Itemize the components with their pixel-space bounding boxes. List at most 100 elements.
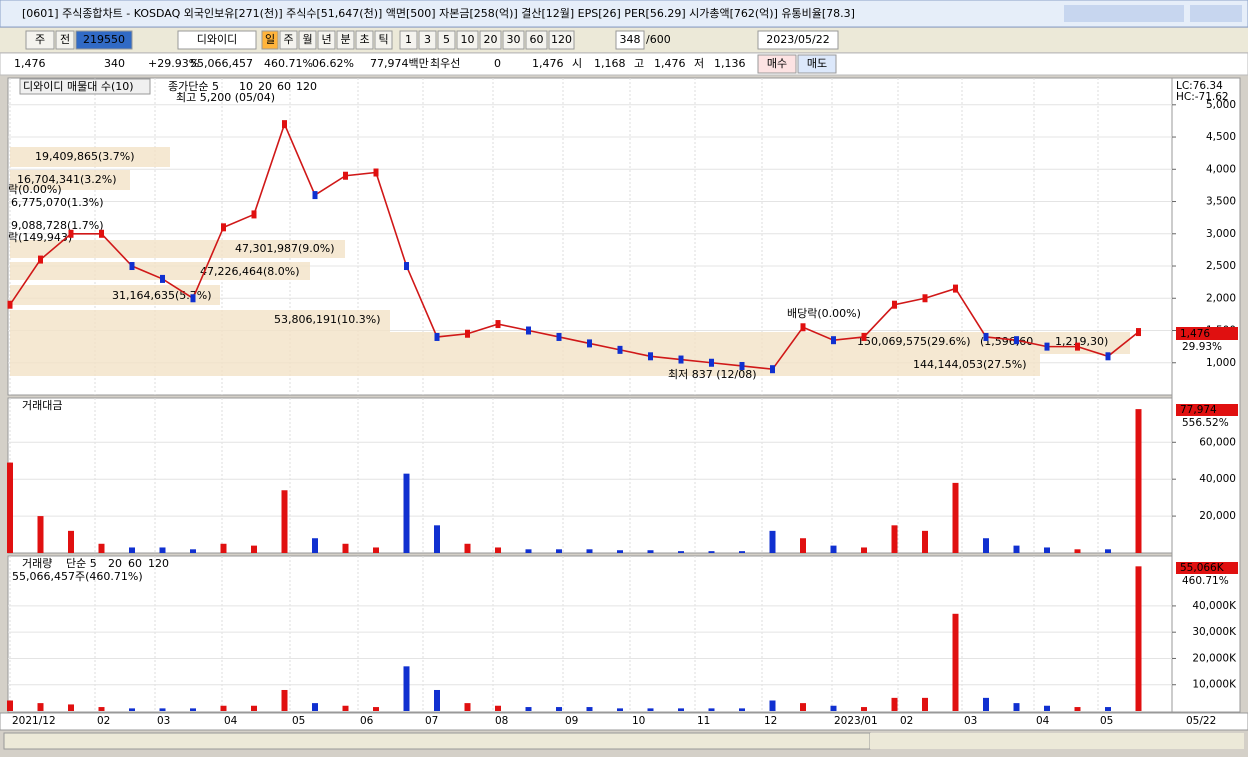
last-price: 1,476 — [1180, 328, 1210, 340]
candle — [739, 361, 745, 370]
candle — [99, 229, 104, 238]
interval: 일 — [265, 32, 275, 46]
bar — [251, 705, 257, 711]
annotation: 47,226,464(8.0%) — [200, 265, 300, 278]
count-btn[interactable] — [615, 30, 645, 50]
annotation: 락(0.00%) — [8, 183, 62, 196]
last-change: 460.71% — [1182, 575, 1229, 587]
last-value-box — [1176, 562, 1238, 574]
y-tick-label: 40,000K — [1192, 600, 1237, 612]
minute-btn[interactable] — [548, 30, 575, 50]
candle — [251, 210, 257, 219]
candle — [1105, 352, 1111, 361]
title-icons[interactable] — [1064, 5, 1184, 22]
candle — [465, 329, 470, 338]
minute-btn[interactable] — [437, 30, 456, 50]
period: 주 — [35, 33, 45, 46]
last-change: 29.93% — [1182, 341, 1222, 353]
x-tick-label: 2023/01 — [834, 715, 878, 727]
stock-name: 디와이디 — [197, 33, 237, 46]
bar — [525, 549, 532, 553]
interval-btn[interactable] — [317, 30, 336, 50]
y-tick-label: 4,500 — [1206, 131, 1236, 143]
title-bar — [0, 0, 1248, 28]
bar — [98, 707, 105, 711]
period-btn[interactable] — [25, 30, 55, 50]
order-btn[interactable] — [757, 54, 797, 74]
scrollbar[interactable] — [3, 732, 871, 750]
window-controls[interactable] — [1190, 5, 1242, 22]
candle — [160, 274, 165, 283]
last-value: 77,974 — [1180, 404, 1217, 416]
minute: 10 — [461, 33, 475, 46]
interval-btn[interactable] — [261, 30, 279, 50]
bar — [7, 700, 13, 711]
x-tick-label: 10 — [632, 715, 645, 727]
bar — [1044, 705, 1050, 711]
volume-profile-band — [10, 310, 390, 332]
bar — [678, 708, 684, 711]
minute: 60 — [530, 33, 544, 46]
candle — [282, 120, 287, 129]
candle — [7, 300, 13, 309]
quote-item: 저 — [694, 57, 704, 70]
ma-period: 120 — [148, 557, 169, 570]
minute-btn[interactable] — [479, 30, 502, 50]
annotation: 6,775,070(1.3%) — [11, 196, 104, 209]
annotation: 1,219,30) — [1055, 335, 1108, 348]
bar — [739, 551, 745, 553]
bar — [708, 551, 715, 553]
bar — [1135, 409, 1142, 553]
last-value: 55,066K — [1180, 562, 1225, 574]
interval-btn[interactable] — [355, 30, 374, 50]
interval-btn[interactable] — [336, 30, 355, 50]
y-tick-label: 10,000K — [1192, 679, 1237, 691]
stock-name-btn[interactable] — [177, 30, 257, 50]
annotation: 락(149,943) — [8, 231, 72, 244]
adjust-btn[interactable] — [55, 30, 75, 50]
ma-period: 120 — [296, 80, 317, 93]
interval: 년 — [321, 33, 331, 46]
interval-btn[interactable] — [279, 30, 298, 50]
minute: 3 — [424, 33, 431, 46]
stock-code-btn[interactable] — [75, 30, 133, 50]
order-btn[interactable] — [797, 54, 837, 74]
interval-btn[interactable] — [298, 30, 317, 50]
volume-profile-band — [10, 332, 1130, 354]
date-btn[interactable] — [757, 30, 839, 50]
bar — [373, 547, 379, 553]
quote-item: 최우선 — [430, 57, 460, 70]
bar — [7, 462, 13, 553]
interval-btn[interactable] — [374, 30, 393, 50]
bar — [1105, 549, 1111, 553]
volume-profile-band — [10, 240, 345, 258]
x-tick-label: 08 — [495, 715, 508, 727]
candle — [1014, 336, 1019, 345]
candle — [922, 294, 928, 303]
volume-profile-band — [10, 147, 170, 167]
minute-btn[interactable] — [418, 30, 437, 50]
minute-btn[interactable] — [525, 30, 548, 50]
bar — [251, 545, 257, 553]
candle — [800, 323, 806, 332]
annotation: 19,409,865(3.7%) — [35, 150, 135, 163]
minute-btn[interactable] — [399, 30, 418, 50]
bar — [1074, 707, 1081, 711]
bar — [129, 708, 135, 711]
stock-code: 219550 — [83, 33, 125, 46]
quote-item: 1,136 — [714, 57, 746, 70]
candle — [1075, 342, 1080, 351]
zoom-controls[interactable] — [870, 733, 1244, 749]
panel-title: 거래대금 — [22, 399, 62, 412]
ma-label: 종가단순 5 — [168, 80, 219, 93]
bar — [983, 538, 989, 553]
order-btn-label: 매도 — [807, 57, 827, 70]
minute-btn[interactable] — [502, 30, 525, 50]
quote-item: 77,974백만 — [370, 57, 429, 70]
bar — [769, 700, 776, 711]
candle — [404, 262, 409, 271]
minute-btn[interactable] — [456, 30, 479, 50]
legend-box — [19, 78, 151, 95]
quote-item: 시 — [572, 57, 582, 70]
quote-item: 340 — [104, 57, 125, 70]
